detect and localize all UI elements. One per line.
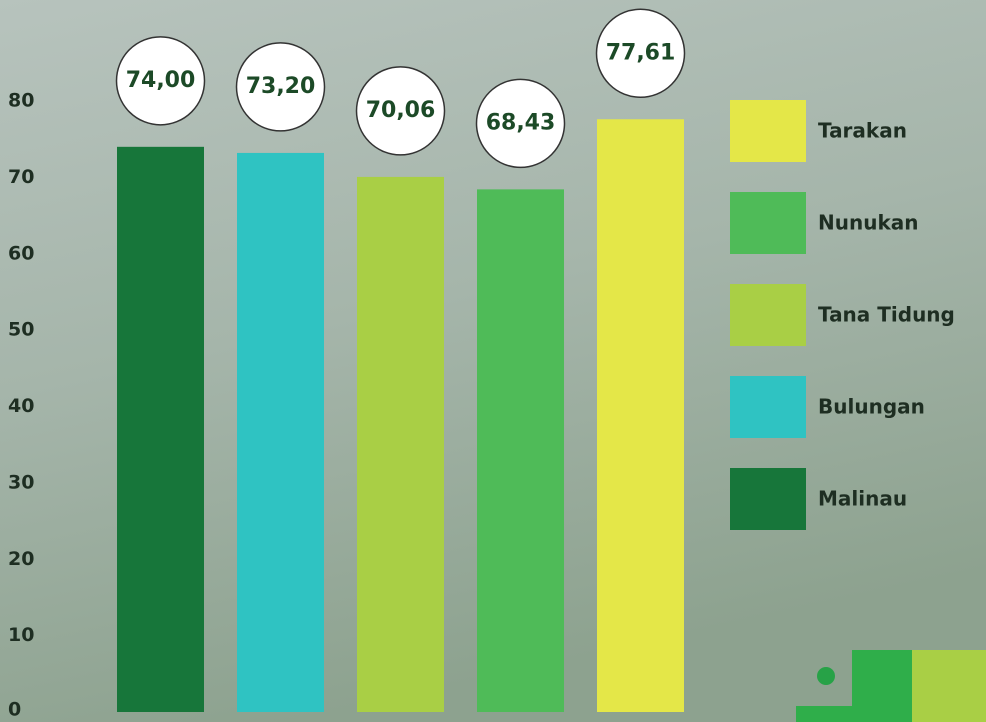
bar: [597, 119, 684, 713]
legend-swatch: [730, 192, 806, 254]
legend-swatch: [730, 468, 806, 530]
y-tick-label: 30: [8, 471, 34, 493]
y-tick-label: 10: [8, 624, 34, 646]
y-tick-label: 0: [8, 699, 21, 721]
y-tick-label: 60: [8, 242, 34, 264]
legend-label: Tarakan: [818, 119, 907, 143]
legend-label: Bulungan: [818, 395, 925, 419]
value-label: 77,61: [606, 40, 676, 65]
y-tick-label: 80: [8, 90, 34, 112]
bar: [117, 146, 204, 712]
bar: [357, 176, 444, 712]
bar: [237, 152, 324, 712]
decoration: [796, 650, 986, 722]
value-label-badge: [355, 66, 446, 156]
y-tick-label: 50: [8, 319, 34, 341]
y-tick-label: 20: [8, 548, 34, 570]
legend-swatch: [730, 284, 806, 346]
value-label: 68,43: [486, 110, 556, 135]
value-label: 73,20: [246, 74, 316, 99]
value-label-badge: [475, 78, 566, 169]
legend-swatch: [730, 376, 806, 438]
value-label-badge: [235, 42, 326, 132]
value-label: 70,06: [366, 98, 436, 123]
legend-label: Malinau: [818, 487, 907, 511]
bar: [477, 189, 564, 713]
value-label-badge: [115, 36, 206, 126]
legend-swatch: [730, 100, 806, 162]
value-label-badge: [595, 8, 686, 99]
legend-label: Nunukan: [818, 211, 919, 235]
y-tick-label: 70: [8, 166, 34, 188]
value-label: 74,00: [126, 68, 196, 93]
y-tick-label: 40: [8, 395, 34, 417]
legend-label: Tana Tidung: [818, 303, 955, 327]
